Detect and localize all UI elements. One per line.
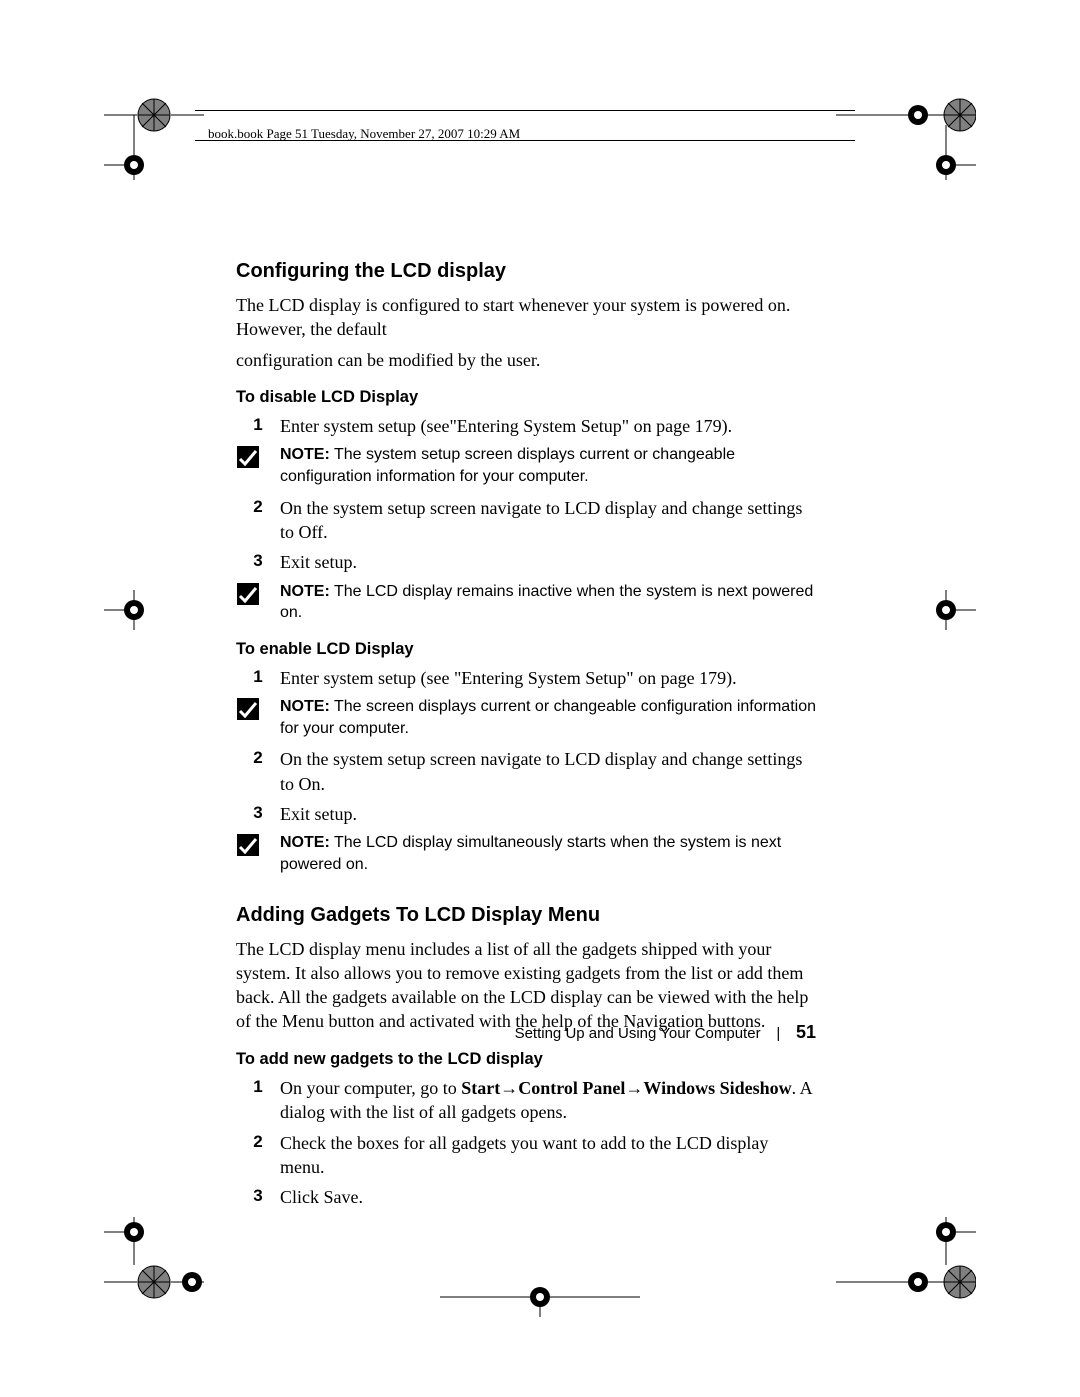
heading-enable: To enable LCD Display [236, 638, 816, 660]
note-icon [236, 444, 280, 475]
note-icon [236, 696, 280, 727]
note: NOTE: The LCD display simultaneously sta… [236, 832, 816, 875]
list-text: Enter system setup (see "Entering System… [280, 666, 816, 690]
footer-section: Setting Up and Using Your Computer [515, 1025, 761, 1042]
note-label: NOTE: [280, 446, 330, 463]
list-text: Enter system setup (see"Entering System … [280, 414, 816, 438]
list-text: On the system setup screen navigate to L… [280, 747, 816, 796]
crop-mark-icon [104, 80, 204, 180]
header-rule-top [195, 110, 855, 111]
list-number: 1 [236, 414, 280, 437]
list-item: 2 On the system setup screen navigate to… [236, 496, 816, 545]
footer-sep: | [776, 1025, 780, 1042]
note-content: The system setup screen displays current… [280, 446, 735, 485]
crop-mark-icon [836, 80, 976, 180]
running-header: book.book Page 51 Tuesday, November 27, … [208, 126, 520, 142]
list-text: Exit setup. [280, 550, 816, 574]
note-text: NOTE: The screen displays current or cha… [280, 696, 816, 739]
note-content: The LCD display simultaneously starts wh… [280, 834, 781, 873]
note: NOTE: The LCD display remains inactive w… [236, 581, 816, 624]
crop-mark-icon [104, 1217, 204, 1317]
note-content: The screen displays current or changeabl… [280, 698, 816, 737]
list-text: Click Save. [280, 1185, 816, 1209]
list-number: 2 [236, 496, 280, 519]
arrow-icon: → [500, 1078, 518, 1098]
crop-mark-icon [440, 1277, 640, 1317]
note-label: NOTE: [280, 583, 330, 600]
list-number: 1 [236, 1076, 280, 1099]
list-text: On the system setup screen navigate to L… [280, 496, 816, 545]
list-item: 3 Click Save. [236, 1185, 816, 1209]
list-item: 1 Enter system setup (see "Entering Syst… [236, 666, 816, 690]
heading-configuring: Configuring the LCD display [236, 258, 816, 285]
list-item: 3 Exit setup. [236, 550, 816, 574]
menu-path-start: Start [461, 1078, 500, 1098]
list-text: Check the boxes for all gadgets you want… [280, 1131, 816, 1180]
note: NOTE: The system setup screen displays c… [236, 444, 816, 487]
content-area: Configuring the LCD display The LCD disp… [236, 258, 816, 1215]
note-text: NOTE: The LCD display remains inactive w… [280, 581, 816, 624]
list-number: 3 [236, 802, 280, 825]
note-content: The LCD display remains inactive when th… [280, 583, 813, 622]
note-label: NOTE: [280, 698, 330, 715]
note-icon [236, 581, 280, 612]
list-item: 3 Exit setup. [236, 802, 816, 826]
list-number: 3 [236, 1185, 280, 1208]
footer: Setting Up and Using Your Computer | 51 [236, 1022, 816, 1043]
page-root: book.book Page 51 Tuesday, November 27, … [0, 0, 1080, 1397]
note-icon [236, 832, 280, 863]
list-number: 3 [236, 550, 280, 573]
crop-mark-icon [836, 1217, 976, 1317]
list-number: 1 [236, 666, 280, 689]
list-item: 2 On the system setup screen navigate to… [236, 747, 816, 796]
heading-gadgets: Adding Gadgets To LCD Display Menu [236, 902, 816, 929]
list-text: Exit setup. [280, 802, 816, 826]
list-item: 2 Check the boxes for all gadgets you wa… [236, 1131, 816, 1180]
menu-path-sideshow: Windows Sideshow [643, 1078, 791, 1098]
note-text: NOTE: The LCD display simultaneously sta… [280, 832, 816, 875]
page-number: 51 [796, 1022, 816, 1042]
list-item: 1 On your computer, go to Start→Control … [236, 1076, 816, 1125]
heading-disable: To disable LCD Display [236, 386, 816, 408]
para: configuration can be modified by the use… [236, 348, 816, 372]
list-item: 1 Enter system setup (see"Entering Syste… [236, 414, 816, 438]
list-number: 2 [236, 1131, 280, 1154]
heading-add-gadgets: To add new gadgets to the LCD display [236, 1048, 816, 1070]
crop-mark-icon [104, 590, 154, 630]
para: The LCD display menu includes a list of … [236, 937, 816, 1034]
list-text: On your computer, go to Start→Control Pa… [280, 1076, 816, 1125]
menu-path-cp: Control Panel [518, 1078, 625, 1098]
note-text: NOTE: The system setup screen displays c… [280, 444, 816, 487]
para: The LCD display is configured to start w… [236, 293, 816, 342]
arrow-icon: → [625, 1078, 643, 1098]
crop-mark-icon [926, 590, 976, 630]
text: On your computer, go to [280, 1078, 461, 1098]
list-number: 2 [236, 747, 280, 770]
note: NOTE: The screen displays current or cha… [236, 696, 816, 739]
note-label: NOTE: [280, 834, 330, 851]
